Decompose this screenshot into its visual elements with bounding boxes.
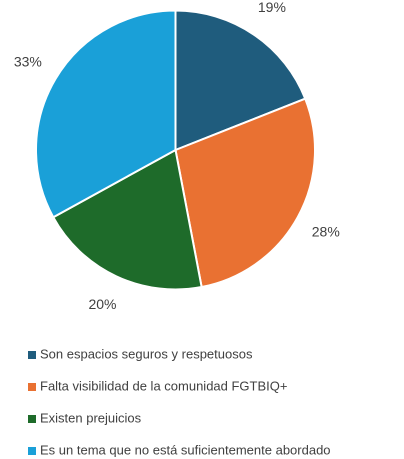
pie-slice xyxy=(174,9,307,152)
pie-slice xyxy=(51,148,203,291)
data-label: 33% xyxy=(14,53,42,69)
legend-label: Existen prejuicios xyxy=(40,410,142,425)
pie-slice xyxy=(174,97,316,289)
data-label: 20% xyxy=(88,296,116,312)
data-label: 19% xyxy=(258,0,286,15)
legend-label: Falta visibilidad de la comunidad FGTBIQ… xyxy=(40,378,287,393)
legend-swatch xyxy=(28,447,36,455)
legend-swatch xyxy=(28,415,36,423)
data-label: 28% xyxy=(312,223,340,239)
legend-swatch xyxy=(28,351,36,359)
legend-label: Es un tema que no está suficientemente a… xyxy=(40,442,331,457)
legend-label: Son espacios seguros y respetuosos xyxy=(40,346,253,361)
legend-swatch xyxy=(28,383,36,391)
pie-slice xyxy=(35,9,177,219)
